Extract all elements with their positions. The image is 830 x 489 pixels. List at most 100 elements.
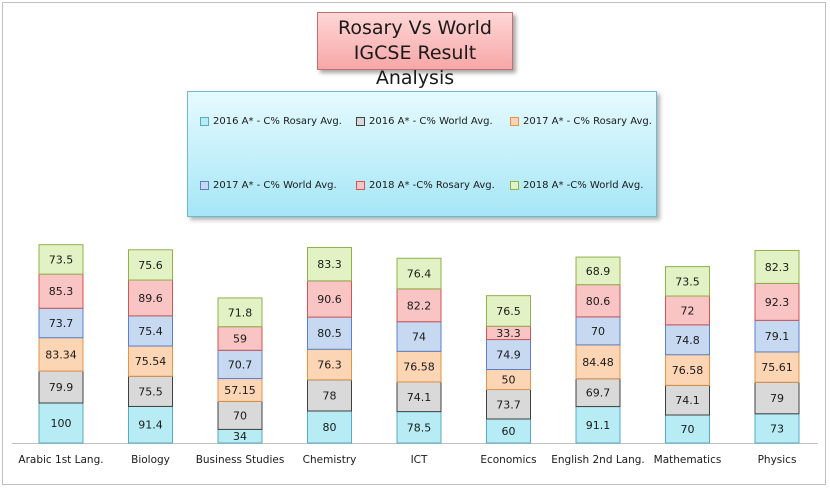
bar-value-label: 59 — [233, 332, 247, 345]
bar-segment — [217, 349, 263, 380]
legend-swatch — [200, 181, 209, 190]
bar-segment — [307, 316, 352, 350]
bar-segment — [38, 307, 84, 339]
bar-segment — [396, 411, 442, 444]
bar-segment — [575, 344, 621, 380]
bar-value-label: 73 — [770, 422, 784, 435]
bar-value-label: 80.5 — [317, 327, 342, 340]
x-tick-label: Arabic 1st Lang. — [18, 454, 103, 466]
bar-value-label: 75.5 — [138, 385, 163, 398]
legend-item-2017-rosary: 2017 A* - C% Rosary Avg. — [510, 116, 652, 127]
bar-value-label: 70 — [681, 423, 695, 436]
bar-value-label: 82.2 — [407, 299, 432, 312]
x-tick-label: ICT — [411, 454, 428, 466]
bar-segment — [307, 379, 352, 412]
x-tick-label: Physics — [758, 454, 797, 466]
bar-value-label: 76.58 — [403, 361, 435, 374]
bar-value-label: 75.4 — [138, 325, 163, 338]
bar-value-label: 72 — [681, 304, 695, 317]
legend-label: 2017 A* - C% Rosary Avg. — [523, 116, 652, 127]
bar-segment — [128, 279, 173, 317]
bar-value-label: 73.7 — [49, 317, 74, 330]
x-tick-label: Biology — [131, 454, 170, 466]
bar-segment — [575, 256, 621, 286]
bar-value-label: 76.3 — [317, 359, 342, 372]
legend-label: 2016 A* - C% World Avg. — [369, 116, 493, 127]
bar-value-label: 80.6 — [586, 295, 611, 308]
bar-value-label: 71.8 — [228, 306, 253, 319]
bar-segment — [38, 402, 84, 444]
bar-value-label: 85.3 — [49, 285, 74, 298]
bar-segment — [217, 297, 263, 328]
legend-label: 2018 A* -C% World Avg. — [523, 180, 644, 191]
bar-value-label: 92.3 — [765, 296, 790, 309]
bar-segment — [396, 350, 442, 383]
bar-value-label: 90.6 — [317, 293, 342, 306]
bar-segment — [754, 249, 800, 284]
bar-value-label: 83.3 — [317, 258, 342, 271]
bar-value-label: 60 — [502, 425, 516, 438]
bar-value-label: 100 — [51, 417, 72, 430]
bar-segment — [575, 378, 621, 408]
bar-value-label: 74.1 — [407, 391, 432, 404]
bar-value-label: 82.3 — [765, 261, 790, 274]
bar-segment — [307, 410, 352, 444]
bar-segment — [307, 348, 352, 381]
bar-value-label: 78.5 — [407, 421, 432, 434]
bar-value-label: 34 — [233, 430, 247, 443]
bar-value-label: 74.9 — [496, 349, 521, 362]
bar-value-label: 83.34 — [45, 348, 77, 361]
bar-value-label: 68.9 — [586, 265, 611, 278]
legend-label: 2017 A* - C% World Avg. — [213, 180, 337, 191]
bar-value-label: 79 — [770, 392, 784, 405]
bar-value-label: 75.61 — [761, 361, 793, 374]
x-tick-label: Economics — [480, 454, 536, 466]
bar-value-label: 84.48 — [582, 356, 614, 369]
legend-swatch — [356, 117, 365, 126]
bar-value-label: 74.8 — [675, 334, 700, 347]
bar-value-label: 57.15 — [224, 384, 256, 397]
bar-segment — [396, 381, 442, 413]
bar-value-label: 76.4 — [407, 268, 432, 281]
x-tick-label: Chemistry — [303, 454, 357, 466]
bar-segment — [128, 375, 173, 407]
legend-swatch — [510, 117, 519, 126]
bar-segment — [665, 414, 710, 444]
bar-segment — [754, 319, 800, 353]
chart-title-box: Rosary Vs World IGCSE Result Analysis — [317, 12, 513, 89]
bar-value-label: 91.4 — [138, 419, 163, 432]
bar-value-label: 50 — [502, 374, 516, 387]
bar-segment — [486, 295, 531, 327]
legend-item-2016-rosary: 2016 A* - C% Rosary Avg. — [200, 116, 342, 127]
bar-segment — [307, 247, 352, 282]
bar-segment — [38, 370, 84, 404]
bar-value-label: 70 — [591, 325, 605, 338]
bar-segment — [575, 316, 621, 346]
legend-swatch — [200, 117, 209, 126]
bar-value-label: 75.54 — [135, 355, 167, 368]
bar-segment — [575, 284, 621, 318]
legend-item-2016-world: 2016 A* - C% World Avg. — [356, 116, 493, 127]
bar-segment — [754, 351, 800, 383]
bar-segment — [38, 273, 84, 309]
bar-segment — [396, 321, 442, 352]
bar-value-label: 80 — [323, 421, 337, 434]
bar-segment — [754, 381, 800, 415]
bar-segment — [665, 354, 710, 386]
bar-value-label: 73.7 — [496, 398, 521, 411]
bar-segment — [38, 244, 84, 275]
bar-value-label: 76.58 — [672, 364, 704, 377]
legend: 2016 A* - C% Rosary Avg. 2016 A* - C% Wo… — [187, 91, 657, 217]
bar-value-label: 79.1 — [765, 330, 790, 343]
bar-value-label: 73.5 — [49, 253, 74, 266]
legend-swatch — [356, 181, 365, 190]
bar-segment — [754, 282, 800, 321]
bar-segment — [217, 400, 263, 430]
bar-segment — [38, 337, 84, 372]
bar-segment — [486, 339, 531, 371]
x-tick-label: English 2nd Lang. — [551, 454, 645, 466]
legend-label: 2018 A* -C% Rosary Avg. — [369, 180, 495, 191]
bar-value-label: 69.7 — [586, 387, 611, 400]
chart-title-line-1: Rosary Vs World — [338, 17, 492, 39]
